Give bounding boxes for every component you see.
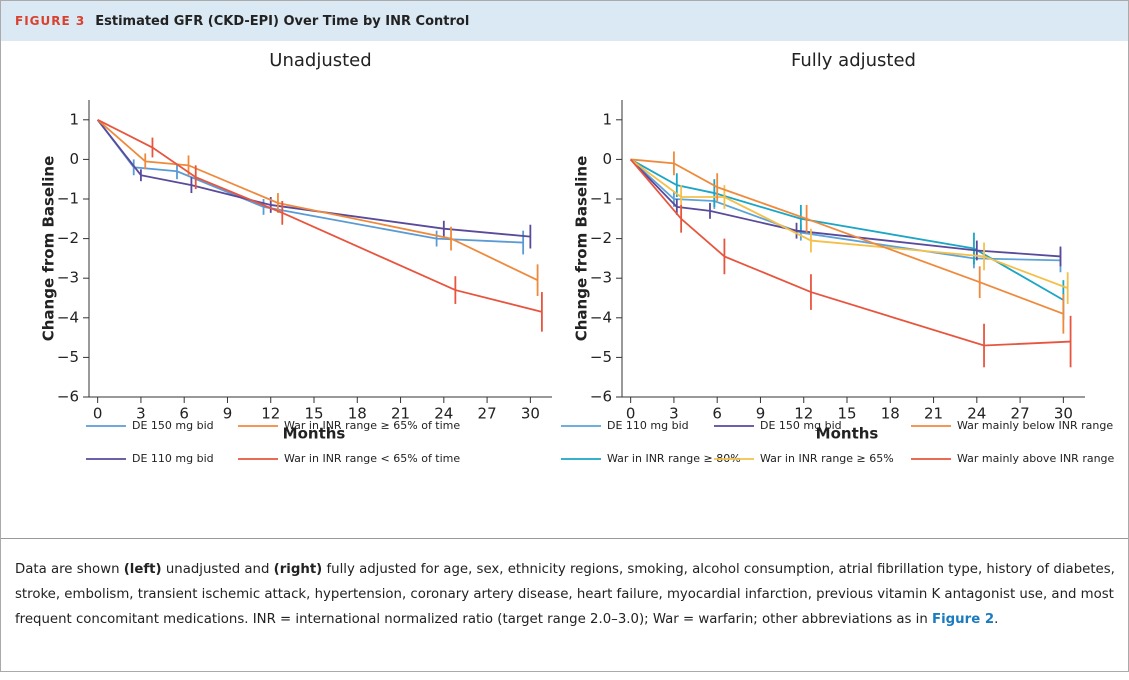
x-tick-label: 0	[626, 405, 636, 423]
x-axis-label: Months	[283, 425, 346, 443]
caption-text: Data are shown	[15, 562, 124, 577]
series-line	[97, 119, 538, 281]
chart-title: Unadjusted	[269, 50, 371, 71]
legend-label: War mainly above INR range	[957, 452, 1115, 465]
y-tick-label: −6	[57, 388, 79, 406]
x-tick-label: 3	[669, 405, 679, 423]
figure-link[interactable]: Figure 2	[932, 612, 995, 627]
caption-text: .	[994, 612, 999, 627]
series-line	[630, 158, 1069, 289]
x-tick-label: 21	[924, 405, 943, 423]
series-line	[630, 158, 1061, 258]
x-tick-label: 30	[521, 405, 540, 423]
y-tick-label: −3	[57, 269, 79, 287]
x-axis-label: Months	[816, 425, 879, 443]
caption-bold: (right)	[273, 562, 323, 577]
series-line	[629, 158, 1071, 347]
x-tick-label: 30	[1054, 405, 1073, 423]
x-tick-label: 12	[794, 405, 813, 423]
x-tick-label: 21	[391, 405, 410, 423]
x-tick-label: 18	[348, 405, 367, 423]
x-tick-label: 15	[304, 405, 323, 423]
legend-label: War in INR range < 65% of time	[284, 452, 460, 465]
x-tick-label: 0	[93, 405, 103, 423]
figure-header: FIGURE 3 Estimated GFR (CKD-EPI) Over Ti…	[1, 1, 1128, 41]
x-tick-label: 27	[1011, 405, 1030, 423]
x-tick-label: 6	[179, 405, 189, 423]
legend-label: War in INR range ≥ 65% of time	[284, 419, 460, 432]
y-tick-label: −6	[590, 388, 612, 406]
figure-title: Estimated GFR (CKD-EPI) Over Time by INR…	[95, 13, 470, 29]
series-line	[96, 119, 524, 244]
caption-bold: (left)	[123, 562, 162, 577]
x-tick-label: 9	[223, 405, 233, 423]
series-line	[630, 158, 1064, 301]
y-tick-label: −2	[57, 229, 79, 247]
chart-title: Fully adjusted	[791, 50, 916, 71]
legend-label: War in INR range ≥ 65%	[760, 452, 894, 465]
caption-text: fully adjusted for age, sex, ethnicity r…	[15, 562, 1115, 627]
x-tick-label: 27	[478, 405, 497, 423]
legend-label: War in INR range ≥ 80%	[607, 452, 741, 465]
y-tick-label: 1	[602, 110, 612, 128]
legend-label: War mainly below INR range	[957, 419, 1113, 432]
y-tick-label: −1	[57, 190, 79, 208]
caption: Data are shown (left) unadjusted and (ri…	[15, 557, 1115, 632]
legend-label: DE 110 mg bid	[132, 452, 214, 465]
x-tick-label: 9	[756, 405, 766, 423]
y-tick-label: −4	[57, 308, 79, 326]
x-tick-label: 6	[712, 405, 722, 423]
x-tick-label: 24	[967, 405, 986, 423]
x-tick-label: 3	[136, 405, 146, 423]
legend-label: DE 110 mg bid	[607, 419, 689, 432]
y-tick-label: −1	[590, 190, 612, 208]
y-tick-label: 1	[69, 110, 79, 128]
x-tick-label: 24	[434, 405, 453, 423]
series-line	[96, 119, 531, 238]
y-tick-label: −4	[590, 308, 612, 326]
series-line	[630, 158, 1064, 315]
charts: Unadjusted 1 0 −1 −2 −3 −4 −5 −6 0 3 6 9 12 15 18 21 24 27…	[40, 50, 1115, 465]
y-axis-label: Change from Baseline	[573, 156, 591, 342]
series-line	[97, 118, 543, 313]
figure-label: FIGURE 3	[15, 14, 86, 28]
y-tick-label: −3	[590, 269, 612, 287]
x-tick-label: 15	[837, 405, 856, 423]
y-tick-label: −2	[590, 229, 612, 247]
caption-text: unadjusted and	[161, 562, 274, 577]
x-tick-label: 12	[261, 405, 280, 423]
separator	[1, 538, 1128, 539]
y-axis-label: Change from Baseline	[40, 156, 58, 342]
y-tick-label: 0	[602, 150, 612, 168]
y-tick-label: −5	[57, 348, 79, 366]
y-tick-label: −5	[590, 348, 612, 366]
legend-label: DE 150 mg bid	[760, 419, 842, 432]
legend-label: DE 150 mg bid	[132, 419, 214, 432]
x-tick-label: 18	[881, 405, 900, 423]
y-tick-label: 0	[69, 150, 79, 168]
